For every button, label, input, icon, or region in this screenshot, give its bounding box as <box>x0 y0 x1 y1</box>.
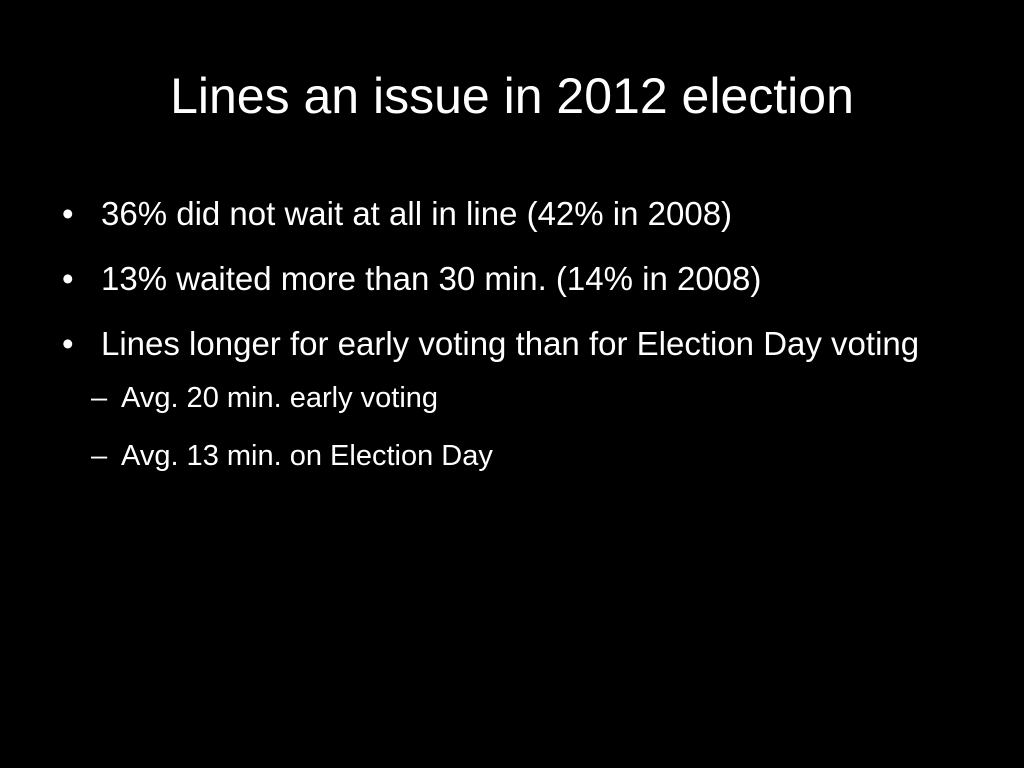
bullet-icon: • <box>62 195 74 232</box>
sub-bullet-item: – Avg. 20 min. early voting <box>77 376 962 420</box>
bullet-item: • Lines longer for early voting than for… <box>62 318 962 478</box>
sub-bullet-text: Avg. 20 min. early voting <box>121 382 439 414</box>
sub-bullet-item: – Avg. 13 min. on Election Day <box>77 434 962 478</box>
bullet-list: • 36% did not wait at all in line (42% i… <box>62 188 962 492</box>
bullet-item: • 36% did not wait at all in line (42% i… <box>62 188 962 240</box>
bullet-text: 13% waited more than 30 min. (14% in 200… <box>101 260 762 297</box>
bullet-item: • 13% waited more than 30 min. (14% in 2… <box>62 253 962 305</box>
bullet-text: 36% did not wait at all in line (42% in … <box>101 195 733 232</box>
dash-icon: – <box>91 440 108 472</box>
sub-bullet-list: – Avg. 20 min. early voting – Avg. 13 mi… <box>91 376 962 478</box>
slide-title: Lines an issue in 2012 election <box>170 68 854 124</box>
bullet-icon: • <box>62 260 74 297</box>
bullet-icon: • <box>62 325 74 362</box>
sub-bullet-text: Avg. 13 min. on Election Day <box>121 440 493 472</box>
bullet-text: Lines longer for early voting than for E… <box>101 325 920 362</box>
dash-icon: – <box>91 382 108 414</box>
